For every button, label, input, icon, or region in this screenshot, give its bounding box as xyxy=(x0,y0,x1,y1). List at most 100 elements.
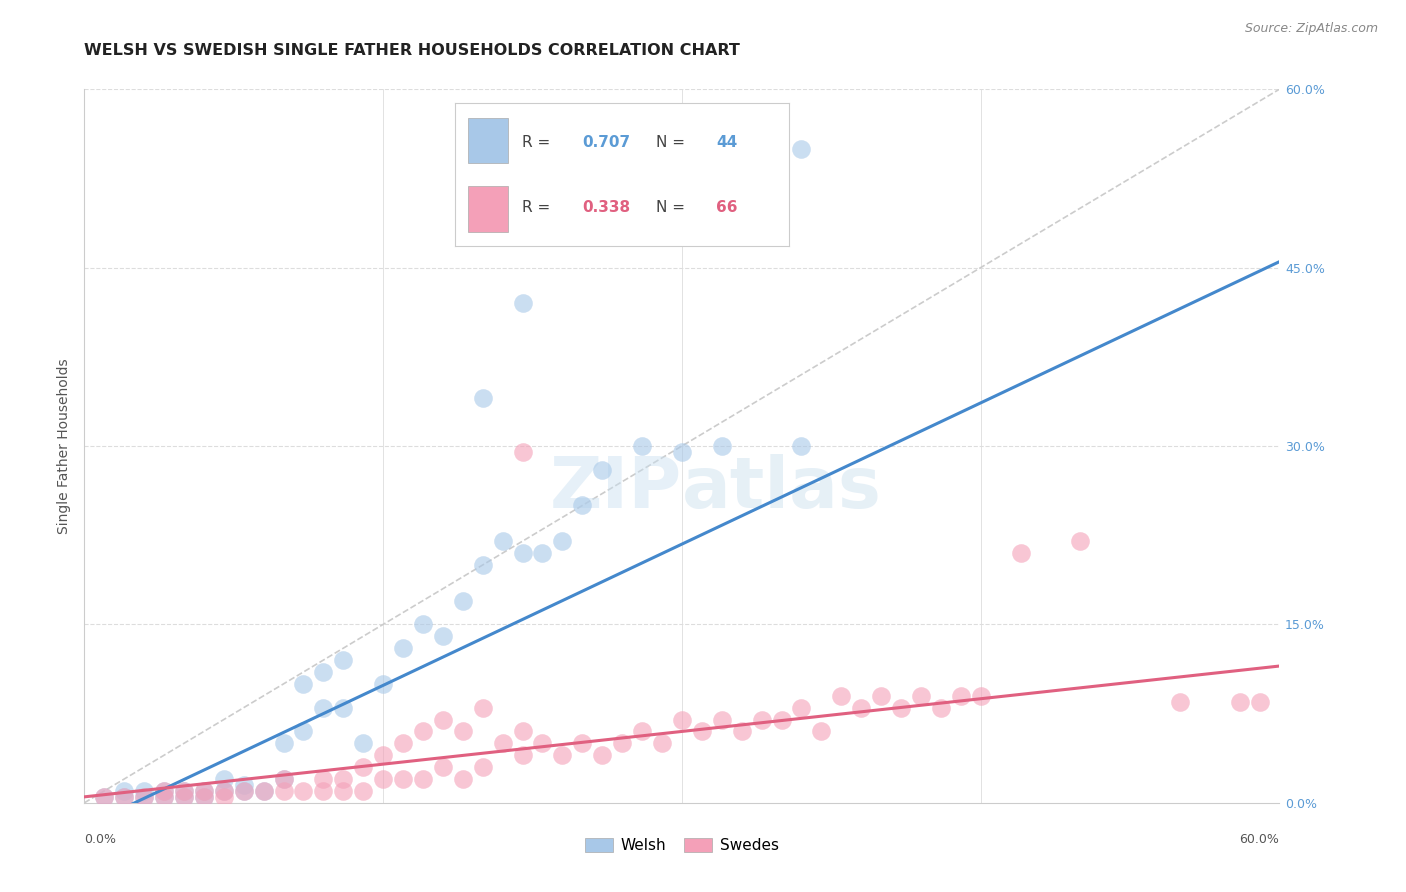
Point xyxy=(631,724,654,739)
Point xyxy=(651,736,673,750)
Point xyxy=(512,296,534,310)
Point xyxy=(312,700,335,714)
Text: 0.0%: 0.0% xyxy=(84,832,117,846)
Point xyxy=(153,784,176,798)
Point xyxy=(232,784,254,798)
Point xyxy=(949,689,972,703)
Point xyxy=(332,784,354,798)
Point xyxy=(193,784,215,798)
Point xyxy=(790,142,813,156)
Point xyxy=(432,629,454,643)
Point xyxy=(471,760,494,774)
Point xyxy=(591,463,613,477)
Point xyxy=(671,713,693,727)
Point xyxy=(193,789,215,804)
Point xyxy=(273,736,295,750)
Point xyxy=(292,724,315,739)
Point xyxy=(312,665,335,679)
Point xyxy=(173,784,195,798)
Point xyxy=(232,784,254,798)
Point xyxy=(451,724,474,739)
Point xyxy=(551,748,574,763)
Point xyxy=(332,772,354,786)
Point xyxy=(212,772,235,786)
Point xyxy=(849,700,872,714)
Point xyxy=(890,700,912,714)
Point xyxy=(153,789,176,804)
Point xyxy=(153,784,176,798)
Point xyxy=(1168,695,1191,709)
Point xyxy=(392,772,415,786)
Point xyxy=(292,677,315,691)
Point xyxy=(471,700,494,714)
Point xyxy=(332,653,354,667)
Point xyxy=(412,772,434,786)
Point xyxy=(512,724,534,739)
Text: Source: ZipAtlas.com: Source: ZipAtlas.com xyxy=(1244,22,1378,36)
Point xyxy=(371,677,394,691)
Text: ZIP: ZIP xyxy=(550,454,682,524)
Point xyxy=(1249,695,1271,709)
Point xyxy=(910,689,932,703)
Point xyxy=(312,772,335,786)
Point xyxy=(432,760,454,774)
Point xyxy=(531,736,554,750)
Point xyxy=(432,713,454,727)
Point xyxy=(830,689,852,703)
Point xyxy=(471,392,494,406)
Text: 60.0%: 60.0% xyxy=(1240,832,1279,846)
Point xyxy=(153,789,176,804)
Point xyxy=(132,784,156,798)
Point xyxy=(970,689,993,703)
Point xyxy=(710,439,733,453)
Point xyxy=(610,736,633,750)
Point xyxy=(471,558,494,572)
Point xyxy=(710,713,733,727)
Point xyxy=(790,439,813,453)
Point xyxy=(571,499,593,513)
Point xyxy=(512,445,534,459)
Point xyxy=(731,724,754,739)
Point xyxy=(292,784,315,798)
Point xyxy=(112,784,135,798)
Point xyxy=(392,736,415,750)
Point xyxy=(93,789,115,804)
Legend: Welsh, Swedes: Welsh, Swedes xyxy=(579,832,785,859)
Text: atlas: atlas xyxy=(682,454,882,524)
Point xyxy=(193,784,215,798)
Point xyxy=(1010,546,1032,560)
Point xyxy=(770,713,793,727)
Point xyxy=(371,748,394,763)
Point xyxy=(671,445,693,459)
Point xyxy=(312,784,335,798)
Y-axis label: Single Father Households: Single Father Households xyxy=(58,359,72,533)
Point xyxy=(173,784,195,798)
Point xyxy=(492,736,515,750)
Point xyxy=(173,789,195,804)
Point xyxy=(690,724,713,739)
Point xyxy=(212,789,235,804)
Point xyxy=(273,772,295,786)
Point xyxy=(93,789,115,804)
Point xyxy=(112,789,135,804)
Point xyxy=(512,546,534,560)
Point xyxy=(751,713,773,727)
Point xyxy=(273,784,295,798)
Point xyxy=(212,784,235,798)
Point xyxy=(112,789,135,804)
Point xyxy=(371,772,394,786)
Point xyxy=(212,784,235,798)
Point xyxy=(253,784,276,798)
Point xyxy=(551,534,574,549)
Point xyxy=(273,772,295,786)
Point xyxy=(512,748,534,763)
Point xyxy=(352,736,374,750)
Point xyxy=(492,534,515,549)
Point xyxy=(591,748,613,763)
Point xyxy=(810,724,832,739)
Point xyxy=(193,789,215,804)
Point xyxy=(392,641,415,656)
Point xyxy=(253,784,276,798)
Point xyxy=(412,617,434,632)
Point xyxy=(571,736,593,750)
